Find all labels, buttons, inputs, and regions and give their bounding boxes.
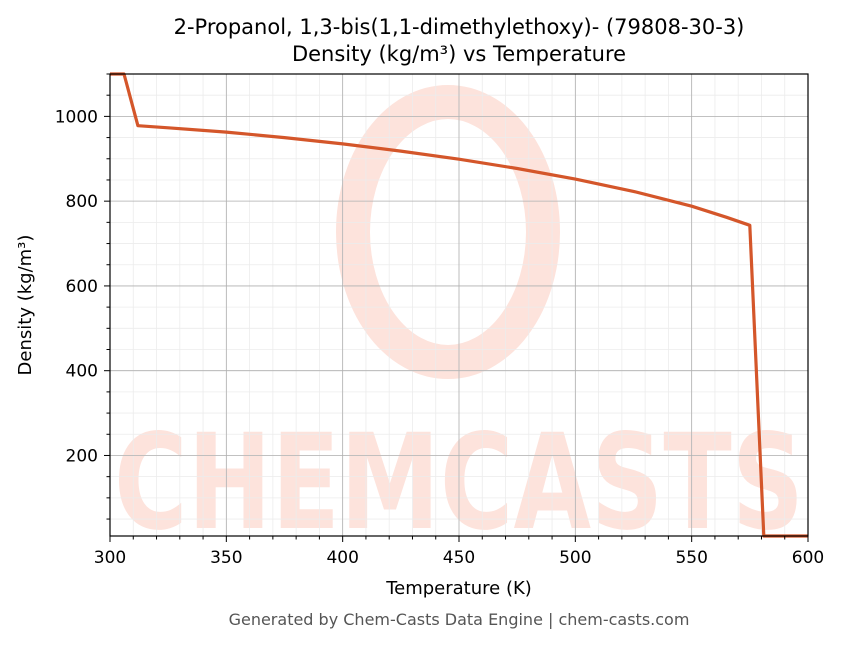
footer-text: Generated by Chem-Casts Data Engine | ch… — [229, 610, 690, 629]
x-axis-label: Temperature (K) — [385, 578, 532, 599]
x-tick-label: 400 — [326, 548, 358, 568]
chart-title-line1: 2-Propanol, 1,3-bis(1,1-dimethylethoxy)-… — [174, 15, 745, 39]
watermark-logo — [336, 85, 560, 379]
x-axis: 300 350 400 450 500 550 600 — [94, 536, 824, 568]
y-tick-label: 200 — [66, 446, 98, 466]
y-tick-label: 600 — [66, 277, 98, 297]
y-tick-label: 800 — [66, 192, 98, 212]
y-axis: 200 400 600 800 1000 — [55, 73, 110, 520]
y-tick-label: 1000 — [55, 107, 98, 127]
x-tick-label: 500 — [559, 548, 591, 568]
x-tick-label: 600 — [792, 548, 824, 568]
y-tick-label: 400 — [66, 362, 98, 382]
y-axis-label: Density (kg/m³) — [15, 235, 36, 376]
x-tick-label: 350 — [210, 548, 242, 568]
x-tick-label: 450 — [443, 548, 475, 568]
x-tick-label: 300 — [94, 548, 126, 568]
series-line-0 — [110, 72, 808, 538]
chart-title-line2: Density (kg/m³) vs Temperature — [292, 42, 626, 66]
series-layer — [110, 72, 808, 538]
x-tick-label: 550 — [675, 548, 707, 568]
